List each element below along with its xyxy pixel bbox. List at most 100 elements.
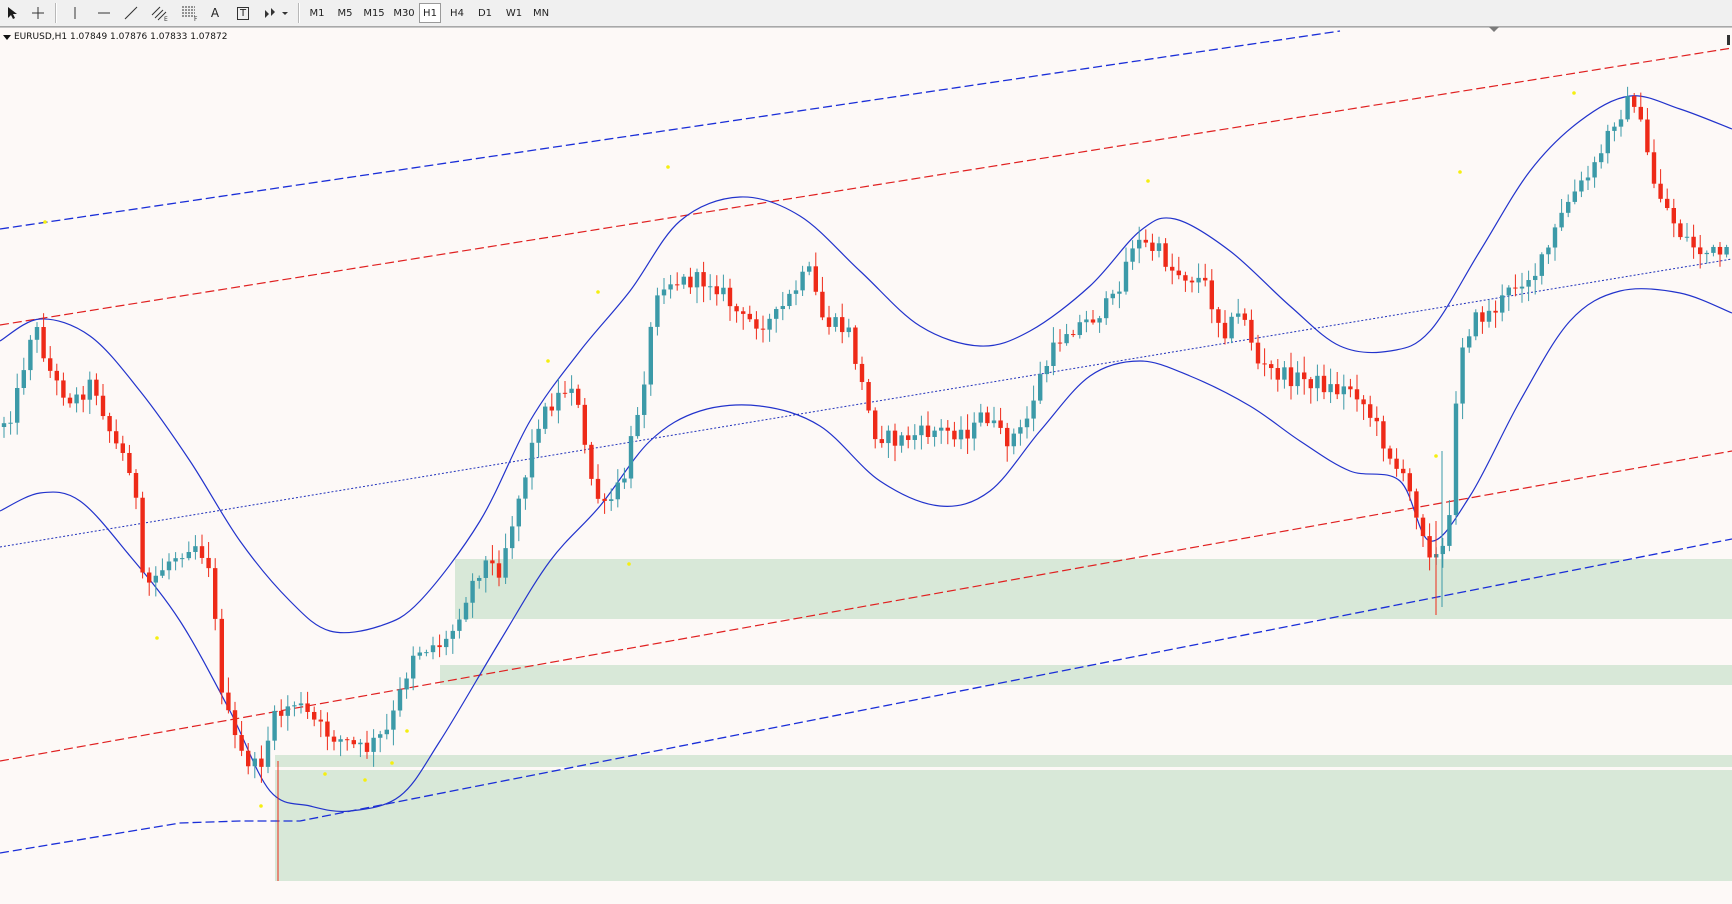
candle-body [193,546,198,552]
candle-body [1632,96,1637,107]
timeframe-w1[interactable]: W1 [505,7,523,19]
candle-body [628,436,634,479]
fractal-dot [259,804,263,808]
timeframe-m5[interactable]: M5 [337,7,353,19]
vertical-line-button[interactable] [66,3,84,23]
candle-body [635,414,640,437]
candle-body [48,358,53,371]
price-chart[interactable] [0,28,1732,904]
fractal-dot [1458,170,1462,174]
candle-body [747,313,752,320]
arrows-button[interactable] [262,3,290,23]
candle-body [1572,191,1577,202]
candle-body [1,423,7,427]
candle-body [589,444,594,479]
candle-body [41,327,46,359]
candle-body [1104,298,1109,319]
candle-body [701,272,706,287]
candle-body [140,497,145,573]
candle-body [1057,342,1063,344]
candle-body [61,380,66,398]
candle-body [1447,515,1452,546]
candle-body [694,272,700,288]
channel-lower-blue [0,538,1732,854]
text-button[interactable]: A [206,3,224,23]
chevron-down-icon[interactable] [3,35,11,40]
equidistant-channel-button[interactable]: E [150,3,170,23]
timeframe-m15[interactable]: M15 [363,7,385,19]
candle-body [1348,386,1353,390]
candle-body [1526,280,1531,287]
candle-body [1460,347,1465,404]
candle-body [470,580,475,603]
candle-body [292,705,297,707]
candle-body [1394,458,1399,469]
crosshair-button[interactable] [29,3,47,23]
candle-body [576,388,581,405]
candle-body [1176,270,1181,276]
candle-body [503,548,508,578]
candle-body [1295,372,1300,387]
candle-body [15,388,20,423]
candle-body [1467,336,1472,348]
candle-body [543,406,548,429]
candle-body [846,327,851,333]
candle-body [226,692,231,711]
demand-zone [275,755,1732,767]
candle-body [1605,130,1610,154]
candle-body [1638,106,1643,120]
candle-body [444,638,449,648]
candle-body [279,710,284,716]
timeframe-m1[interactable]: M1 [309,7,325,19]
candle-body [569,388,574,393]
candle-body [477,577,482,581]
candle-body [358,742,363,745]
candle-body [1513,287,1518,289]
candle-body [173,558,178,562]
candle-body [1552,227,1558,248]
candle-body [1645,119,1650,153]
candle-body [754,319,759,329]
candle-body [232,710,238,736]
candle-body [1071,334,1076,336]
candle-body [219,618,224,693]
horizontal-line-button[interactable] [95,3,113,23]
timeframe-d1[interactable]: D1 [477,7,493,19]
candle-body [1011,433,1016,447]
chart-area[interactable] [0,27,1732,903]
timeframe-m30[interactable]: M30 [393,7,415,19]
candle-body [655,295,660,327]
candle-body [1130,248,1135,262]
candle-body [1302,372,1307,380]
candle-body [1374,417,1379,422]
candle-body [661,289,667,296]
trendline-button[interactable] [122,3,140,23]
candle-body [1453,403,1459,516]
timeframe-h1[interactable]: H1 [419,3,441,23]
candle-body [1328,384,1333,393]
cursor-button[interactable] [3,3,21,23]
candle-body [1341,386,1346,395]
candle-body [28,339,33,371]
candle-body [272,710,277,741]
fibonacci-button[interactable]: F [180,3,200,23]
candle-body [1585,177,1591,181]
candle-body [67,397,73,404]
candle-body [840,317,845,333]
candle-body [1163,243,1168,267]
autoscroll-marker[interactable] [1727,35,1730,45]
candle-body [81,394,86,400]
candle-body [1539,254,1544,276]
timeframe-mn[interactable]: MN [532,7,550,19]
candle-body [1051,342,1056,366]
candle-body [1150,242,1155,251]
candle-body [892,430,898,446]
chart-shift-marker[interactable] [1489,27,1499,32]
candle-body [1090,319,1096,323]
text-label-button[interactable]: T [234,3,252,23]
candle-body [668,284,673,290]
timeframe-h4[interactable]: H4 [450,7,464,19]
candle-body [1077,322,1082,336]
candle-body [371,737,376,752]
svg-text:F: F [194,16,198,21]
